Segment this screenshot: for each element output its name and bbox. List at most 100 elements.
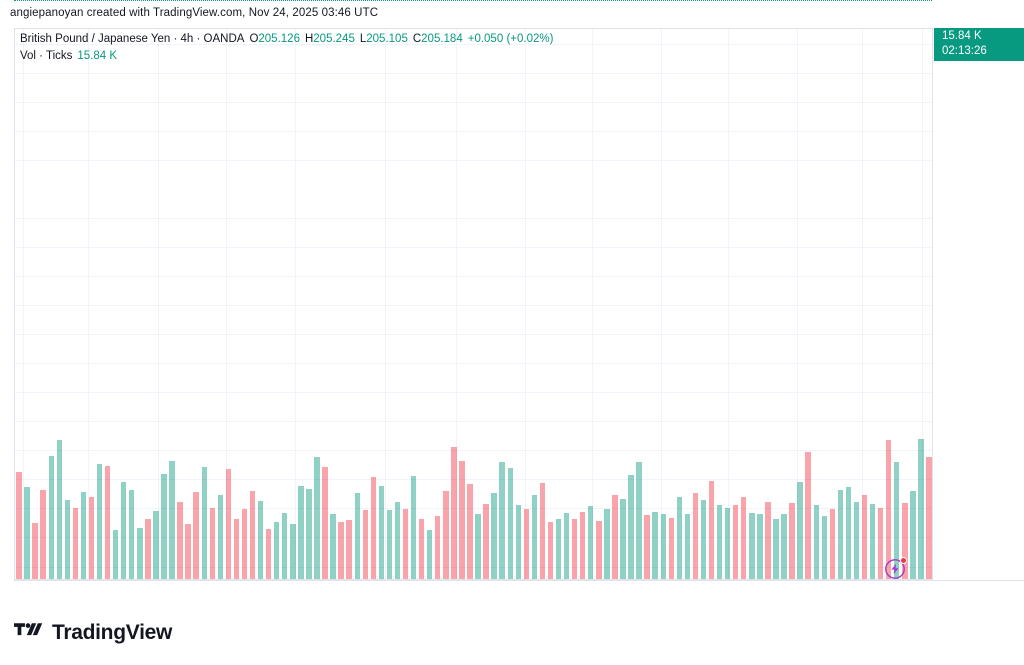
gridline-vertical: [728, 29, 729, 579]
gridline-vertical: [797, 29, 798, 579]
gridline-vertical: [661, 29, 662, 579]
gridline-horizontal: [15, 334, 932, 336]
volume-bar: [805, 452, 811, 579]
notification-dot-icon: [900, 557, 907, 564]
current-price-line: [14, 0, 932, 1]
volume-bar: [435, 516, 441, 579]
volume-bar: [515, 504, 522, 579]
volume-bar: [298, 486, 304, 579]
volume-bar: [314, 456, 320, 579]
volume-bar: [636, 461, 642, 579]
volume-bar: [451, 447, 457, 579]
volume-bar: [491, 493, 497, 579]
volume-bar: [410, 475, 417, 579]
volume-bar: [837, 490, 844, 579]
volume-bar: [96, 464, 103, 579]
volume-bar: [402, 509, 409, 579]
gridline-horizontal: [15, 101, 932, 103]
volume-bar: [217, 495, 224, 579]
gridline-horizontal: [15, 305, 932, 306]
gridline-horizontal: [15, 566, 932, 568]
attribution-text: angiepanoyan created with TradingView.co…: [10, 7, 379, 19]
volume-bar: [910, 491, 916, 579]
price-axis[interactable]: 205.184 02:13:26 15.84 K: [932, 28, 1024, 580]
volume-bar: [161, 473, 167, 579]
volume-bar: [700, 499, 707, 579]
volume-bar: [322, 467, 328, 579]
gridline-horizontal: [15, 537, 932, 539]
volume-bar: [708, 480, 715, 579]
tradingview-brand: TradingView: [14, 620, 172, 644]
volume-bar: [459, 460, 465, 579]
chart-plot-area[interactable]: [14, 28, 932, 580]
lightning-bolt-icon[interactable]: [884, 557, 907, 580]
volume-bar: [902, 502, 908, 579]
gridline-vertical: [525, 29, 526, 579]
volume-bar: [137, 528, 143, 579]
volume-bar: [716, 504, 723, 579]
volume-bar: [24, 487, 30, 579]
volume-bar: [571, 518, 578, 579]
volume-bar: [757, 514, 763, 579]
gridline-horizontal: [15, 159, 932, 161]
volume-bar: [579, 512, 586, 579]
gridline-horizontal: [15, 217, 932, 219]
time-axis[interactable]: [14, 580, 1024, 610]
gridline-vertical: [862, 29, 863, 579]
volume-bar: [918, 438, 924, 579]
volume-bar: [16, 472, 22, 579]
volume-bar: [724, 508, 731, 579]
volume-bar: [789, 502, 795, 579]
volume-bar: [612, 495, 618, 579]
volume-bar: [773, 518, 779, 579]
gridline-horizontal: [15, 421, 932, 423]
gridline-horizontal: [15, 72, 932, 74]
volume-bar: [169, 460, 175, 579]
volume-bar: [88, 496, 95, 579]
volume-bar: [555, 518, 562, 579]
volume-bar: [443, 491, 449, 579]
volume-bar: [330, 514, 336, 579]
volume-bar: [813, 504, 819, 579]
gridline-vertical: [226, 29, 227, 579]
volume-bar: [273, 521, 280, 579]
volume-bar: [588, 505, 594, 579]
volume-bar: [531, 495, 538, 579]
volume-bar: [112, 530, 119, 579]
gridline-vertical: [385, 29, 386, 579]
volume-bar: [644, 515, 650, 579]
volume-bar: [40, 490, 46, 579]
gridline-horizontal: [15, 392, 932, 394]
volume-bar: [652, 512, 658, 579]
volume-bar: [853, 501, 860, 579]
volume-bar: [177, 501, 183, 579]
volume-bar: [741, 496, 747, 579]
volume-bar: [257, 500, 264, 579]
volume-bar: [354, 493, 360, 579]
volume-bar: [201, 467, 207, 579]
volume-bar: [32, 522, 38, 579]
volume-bar: [64, 499, 71, 579]
volume-bar: [120, 481, 127, 579]
volume-bar: [821, 516, 828, 579]
volume-bar: [781, 514, 787, 579]
gridline-vertical: [88, 29, 89, 579]
volume-bar: [483, 503, 489, 579]
gridline-horizontal: [15, 479, 932, 481]
volume-bar: [145, 518, 151, 579]
volume-bar: [48, 455, 54, 579]
gridline-horizontal: [15, 508, 932, 510]
volume-bar: [193, 492, 199, 579]
volume-bar: [378, 486, 385, 579]
volume-bar: [338, 521, 344, 579]
volume-bar: [926, 456, 932, 579]
volume-bar: [475, 514, 481, 579]
gridline-vertical: [922, 29, 923, 579]
volume-bar: [104, 466, 111, 579]
volume-bar: [370, 476, 377, 579]
volume-bar: [241, 509, 248, 579]
volume-bar: [72, 508, 79, 579]
volume-bar: [604, 509, 610, 579]
gridline-vertical: [23, 29, 24, 579]
volume-bar: [346, 519, 352, 579]
